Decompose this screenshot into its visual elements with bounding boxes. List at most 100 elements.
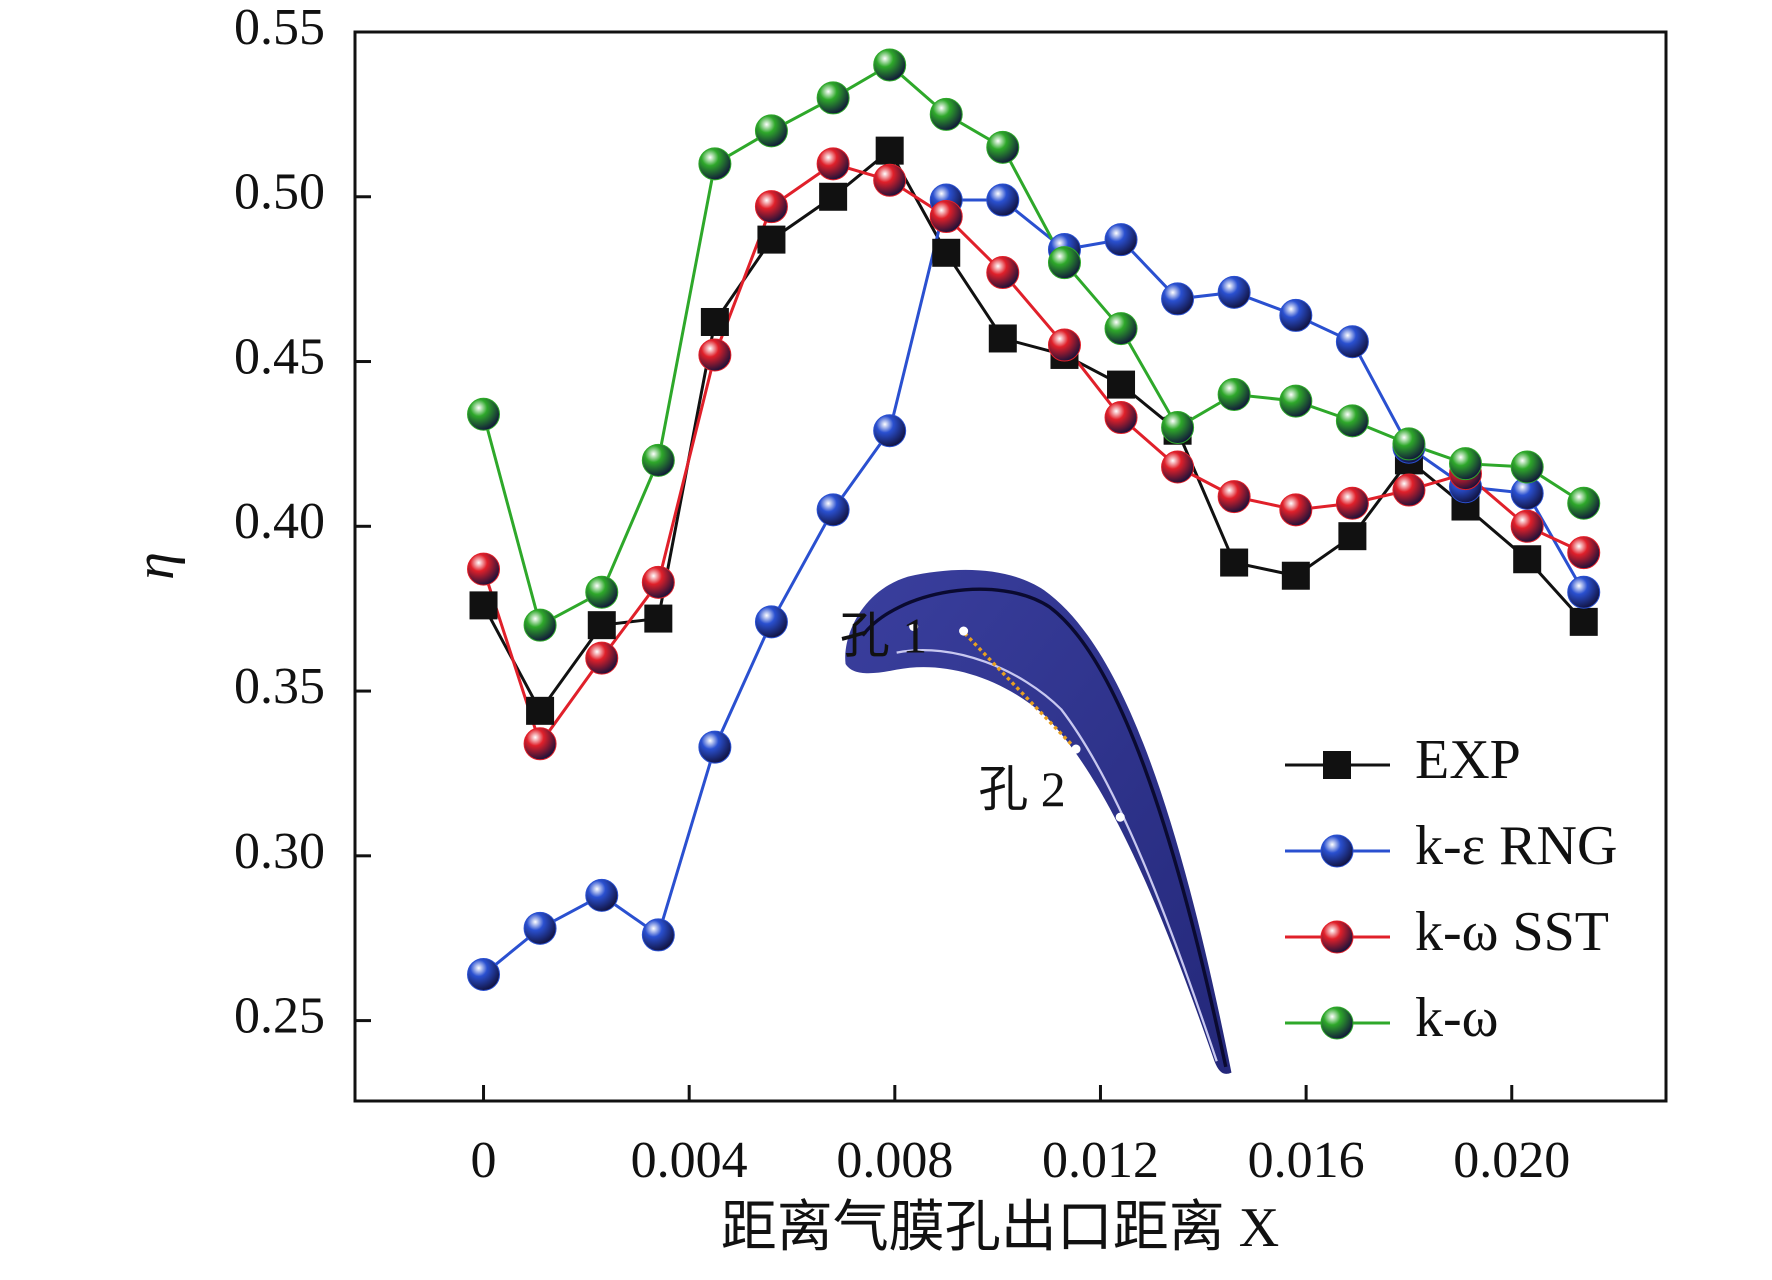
- legend-marker: [1323, 751, 1351, 779]
- marker: [526, 696, 555, 725]
- marker: [467, 552, 501, 586]
- legend-label: k-ε RNG: [1415, 815, 1617, 877]
- marker: [1104, 223, 1138, 257]
- marker: [644, 604, 673, 633]
- x-tick-label: 0.020: [1453, 1132, 1570, 1189]
- marker: [523, 911, 557, 945]
- marker: [754, 605, 788, 639]
- blade-shape: [845, 569, 1232, 1074]
- marker: [1569, 607, 1598, 636]
- y-tick-label: 0.45: [234, 328, 325, 385]
- marker: [986, 256, 1020, 290]
- marker: [1448, 447, 1482, 481]
- marker: [1161, 410, 1195, 444]
- hole: [959, 626, 969, 636]
- marker: [986, 130, 1020, 164]
- marker: [1279, 298, 1313, 332]
- legend-marker: [1320, 920, 1354, 954]
- marker: [1161, 450, 1195, 484]
- marker: [929, 97, 963, 131]
- legend-marker: [1320, 1006, 1354, 1040]
- legend-label: k-ω: [1415, 987, 1499, 1049]
- x-tick-label: 0.004: [631, 1132, 748, 1189]
- annotation: 孔 1: [840, 608, 927, 664]
- marker: [875, 136, 904, 165]
- marker: [585, 878, 619, 912]
- marker: [754, 114, 788, 148]
- marker: [641, 443, 675, 477]
- series-line: [482, 63, 1585, 628]
- marker: [698, 730, 732, 764]
- marker: [1510, 509, 1544, 543]
- marker: [932, 238, 961, 267]
- marker: [1281, 561, 1310, 590]
- marker: [1104, 401, 1138, 435]
- marker: [819, 182, 848, 211]
- x-tick-label: 0.016: [1248, 1132, 1365, 1189]
- marker: [986, 183, 1020, 217]
- marker: [816, 81, 850, 115]
- hole: [1071, 744, 1081, 754]
- marker: [467, 397, 501, 431]
- marker: [1047, 246, 1081, 280]
- marker: [1567, 486, 1601, 520]
- series-line: [482, 198, 1586, 976]
- marker: [1335, 325, 1369, 359]
- marker: [1047, 328, 1081, 362]
- legend-label: k-ω SST: [1415, 901, 1609, 963]
- marker: [1107, 370, 1136, 399]
- marker: [873, 48, 907, 82]
- y-tick-label: 0.35: [234, 658, 325, 715]
- marker: [816, 147, 850, 181]
- x-axis-label: 距离气膜孔出口距离 X: [721, 1197, 1279, 1259]
- marker: [873, 414, 907, 448]
- marker: [1104, 312, 1138, 346]
- x-tick-label: 0: [471, 1132, 497, 1189]
- marker: [757, 225, 786, 254]
- marker: [1217, 275, 1251, 309]
- annotation: 孔 2: [978, 761, 1065, 817]
- marker: [469, 591, 498, 620]
- marker: [523, 608, 557, 642]
- y-tick-label: 0.25: [234, 988, 325, 1045]
- plot-frame: [353, 30, 1668, 1103]
- marker: [1335, 404, 1369, 438]
- marker: [1279, 493, 1313, 527]
- marker: [700, 307, 729, 336]
- marker: [1510, 450, 1544, 484]
- marker: [1567, 536, 1601, 570]
- marker: [1335, 486, 1369, 520]
- hole: [1115, 812, 1125, 822]
- marker: [1217, 377, 1251, 411]
- marker: [1567, 575, 1601, 609]
- marker: [641, 918, 675, 952]
- marker: [523, 727, 557, 761]
- marker: [1279, 384, 1313, 418]
- y-tick-label: 0.30: [234, 823, 325, 880]
- marker: [585, 641, 619, 675]
- marker: [467, 957, 501, 991]
- marker: [1513, 545, 1542, 574]
- blade-line: [861, 587, 1228, 1068]
- marker: [641, 565, 675, 599]
- marker: [1161, 282, 1195, 316]
- marker: [988, 324, 1017, 353]
- x-tick-label: 0.012: [1042, 1132, 1159, 1189]
- marker: [1338, 522, 1367, 551]
- x-tick-label: 0.008: [836, 1132, 953, 1189]
- marker: [873, 163, 907, 197]
- y-tick-label: 0.50: [234, 164, 325, 221]
- y-axis-label: η: [124, 552, 186, 580]
- legend-marker: [1320, 834, 1354, 868]
- marker: [1220, 548, 1249, 577]
- y-tick-label: 0.55: [234, 0, 325, 56]
- blade-line: [896, 648, 1218, 1062]
- marker: [816, 493, 850, 527]
- legend-label: EXP: [1415, 729, 1521, 791]
- marker: [587, 611, 616, 640]
- marker: [1392, 473, 1426, 507]
- y-tick-label: 0.40: [234, 493, 325, 550]
- marker: [698, 338, 732, 372]
- marker: [929, 200, 963, 234]
